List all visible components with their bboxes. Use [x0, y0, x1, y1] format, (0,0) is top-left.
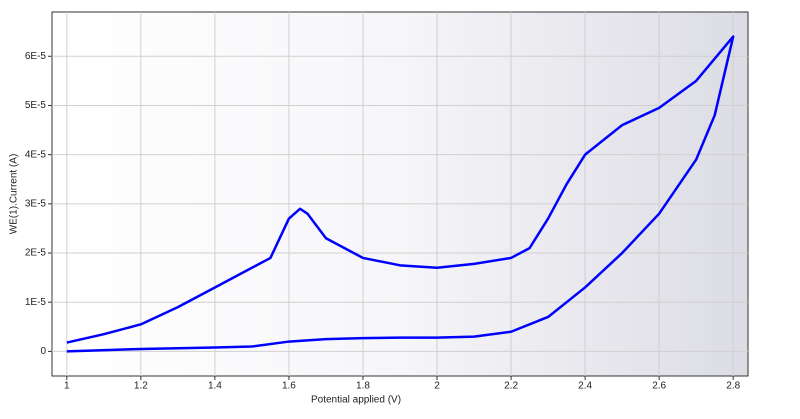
y-axis-label: WE(1).Current (A) — [9, 154, 20, 235]
x-axis-label: Potential applied (V) — [311, 395, 401, 406]
y-tick-label: 3E-5 — [25, 198, 47, 209]
x-tick-label: 2.2 — [504, 381, 518, 392]
x-tick-label: 1.2 — [134, 381, 148, 392]
y-tick-label: 0 — [40, 346, 46, 357]
x-tick-label: 1.8 — [356, 381, 370, 392]
x-tick-label: 2.4 — [578, 381, 592, 392]
x-tick-label: 1.6 — [282, 381, 296, 392]
y-tick-label: 5E-5 — [25, 100, 47, 111]
y-tick-label: 1E-5 — [25, 297, 47, 308]
x-tick-label: 2 — [434, 381, 440, 392]
x-tick-label: 1 — [64, 381, 70, 392]
plot-area — [51, 11, 749, 377]
x-tick-label: 2.6 — [652, 381, 666, 392]
data-line — [66, 35, 735, 353]
y-tick-label: 4E-5 — [25, 149, 47, 160]
x-tick-label: 1.4 — [208, 381, 222, 392]
x-tick-label: 2.8 — [726, 381, 740, 392]
y-tick-label: 6E-5 — [25, 51, 47, 62]
y-tick-label: 2E-5 — [25, 248, 47, 259]
